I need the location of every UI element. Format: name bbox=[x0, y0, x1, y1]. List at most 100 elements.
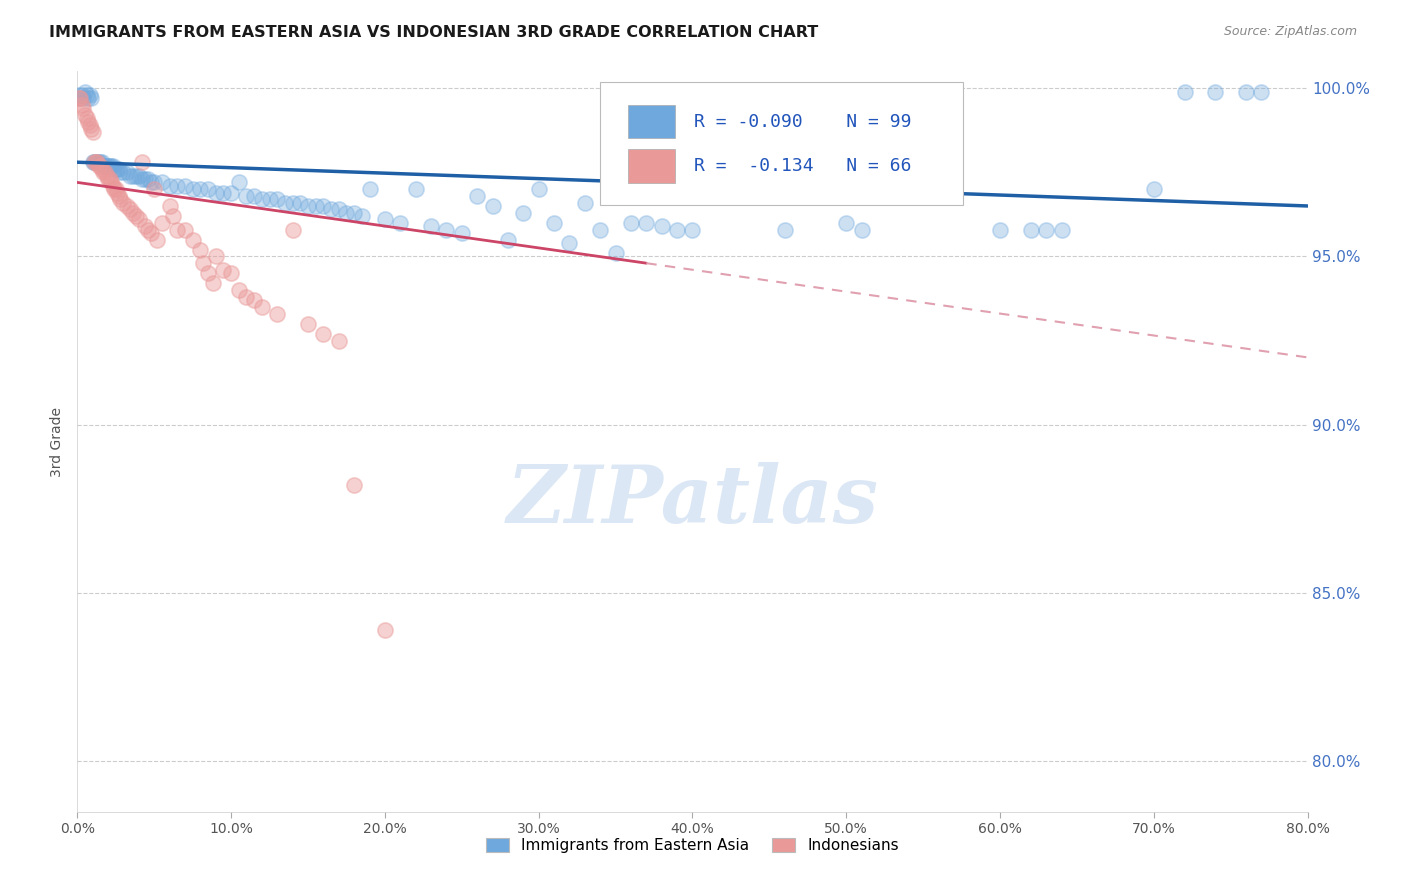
Point bbox=[266, 192, 288, 206]
Point bbox=[159, 178, 181, 193]
Point bbox=[143, 182, 166, 196]
Point bbox=[134, 172, 156, 186]
Point bbox=[104, 182, 127, 196]
Point bbox=[319, 202, 342, 217]
Point bbox=[359, 182, 381, 196]
Point bbox=[1050, 222, 1073, 236]
Point bbox=[1143, 182, 1166, 196]
Point bbox=[80, 121, 103, 136]
Point bbox=[125, 169, 148, 183]
Point bbox=[128, 169, 150, 183]
Point bbox=[76, 87, 98, 102]
Text: Source: ZipAtlas.com: Source: ZipAtlas.com bbox=[1223, 25, 1357, 38]
Point bbox=[108, 161, 131, 176]
Point bbox=[118, 202, 141, 217]
Point bbox=[94, 159, 117, 173]
Point bbox=[166, 222, 188, 236]
Point bbox=[77, 91, 100, 105]
Point bbox=[104, 161, 127, 176]
Point bbox=[136, 222, 159, 236]
Point bbox=[188, 243, 212, 257]
Legend: Immigrants from Eastern Asia, Indonesians: Immigrants from Eastern Asia, Indonesian… bbox=[479, 832, 905, 860]
Point bbox=[110, 165, 132, 179]
Point bbox=[727, 186, 749, 200]
Text: R =  -0.134   N = 66: R = -0.134 N = 66 bbox=[693, 157, 911, 175]
Point bbox=[84, 155, 107, 169]
Point bbox=[96, 159, 118, 173]
Point bbox=[159, 199, 181, 213]
Point bbox=[201, 277, 224, 291]
Point bbox=[620, 216, 643, 230]
Point bbox=[259, 192, 281, 206]
Point bbox=[312, 326, 335, 341]
Point bbox=[851, 222, 873, 236]
Point bbox=[143, 175, 166, 189]
Point bbox=[281, 195, 304, 210]
Point bbox=[228, 283, 250, 297]
Point bbox=[1234, 85, 1257, 99]
Point bbox=[108, 189, 131, 203]
Point bbox=[1250, 85, 1272, 99]
Point bbox=[589, 222, 612, 236]
Point bbox=[101, 159, 124, 173]
Point bbox=[110, 192, 132, 206]
Point bbox=[82, 155, 104, 169]
Point bbox=[67, 87, 90, 102]
Point bbox=[79, 87, 101, 102]
Point bbox=[73, 85, 96, 99]
Point bbox=[527, 182, 550, 196]
Point bbox=[1174, 85, 1197, 99]
Point bbox=[297, 199, 319, 213]
Point bbox=[87, 159, 110, 173]
Point bbox=[141, 226, 163, 240]
Point bbox=[212, 263, 235, 277]
Point bbox=[112, 165, 135, 179]
Point bbox=[100, 159, 122, 173]
Point bbox=[73, 108, 96, 122]
Point bbox=[174, 178, 197, 193]
Point bbox=[72, 101, 94, 115]
Point bbox=[204, 186, 226, 200]
Point bbox=[235, 189, 257, 203]
Point bbox=[121, 205, 143, 219]
Point bbox=[105, 186, 128, 200]
Point bbox=[682, 222, 704, 236]
Point bbox=[89, 155, 111, 169]
Point bbox=[86, 155, 108, 169]
FancyBboxPatch shape bbox=[600, 82, 963, 204]
Point bbox=[97, 159, 120, 173]
Point bbox=[181, 182, 204, 196]
Point bbox=[481, 199, 503, 213]
Point bbox=[436, 222, 458, 236]
Point bbox=[543, 216, 565, 230]
Point bbox=[69, 91, 91, 105]
Point bbox=[93, 159, 115, 173]
Point bbox=[87, 155, 110, 169]
Point bbox=[666, 222, 689, 236]
Point bbox=[328, 334, 350, 348]
Point bbox=[115, 165, 138, 179]
Point bbox=[328, 202, 350, 217]
Point bbox=[84, 155, 107, 169]
Point bbox=[235, 290, 257, 304]
Point bbox=[136, 172, 159, 186]
Point bbox=[651, 219, 673, 234]
Point bbox=[350, 209, 373, 223]
Point bbox=[193, 256, 215, 270]
Point bbox=[150, 175, 173, 189]
Point bbox=[290, 195, 312, 210]
Point bbox=[134, 219, 156, 234]
Point bbox=[197, 182, 219, 196]
Point bbox=[1035, 222, 1057, 236]
Point bbox=[131, 155, 153, 169]
Point bbox=[80, 91, 103, 105]
Point bbox=[250, 192, 273, 206]
Y-axis label: 3rd Grade: 3rd Grade bbox=[51, 407, 65, 476]
Point bbox=[212, 186, 235, 200]
Point bbox=[98, 159, 121, 173]
Point bbox=[118, 169, 141, 183]
Point bbox=[67, 91, 90, 105]
Point bbox=[243, 293, 266, 308]
Point bbox=[343, 205, 366, 219]
Point bbox=[125, 209, 148, 223]
